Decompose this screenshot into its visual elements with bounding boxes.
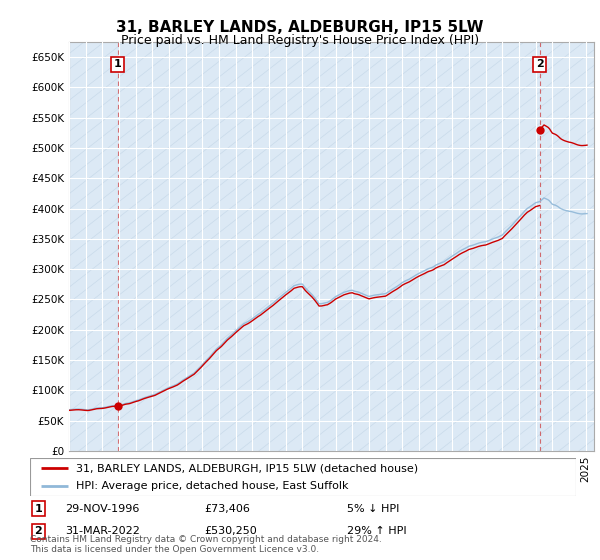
Text: 29-NOV-1996: 29-NOV-1996 [65, 503, 140, 514]
Text: Contains HM Land Registry data © Crown copyright and database right 2024.
This d: Contains HM Land Registry data © Crown c… [30, 535, 382, 554]
Text: £530,250: £530,250 [205, 526, 257, 536]
Text: 29% ↑ HPI: 29% ↑ HPI [347, 526, 406, 536]
Text: 31, BARLEY LANDS, ALDEBURGH, IP15 5LW: 31, BARLEY LANDS, ALDEBURGH, IP15 5LW [116, 20, 484, 35]
Text: 1: 1 [114, 59, 122, 69]
Text: 31, BARLEY LANDS, ALDEBURGH, IP15 5LW (detached house): 31, BARLEY LANDS, ALDEBURGH, IP15 5LW (d… [76, 463, 419, 473]
Text: HPI: Average price, detached house, East Suffolk: HPI: Average price, detached house, East… [76, 482, 349, 492]
Text: 31-MAR-2022: 31-MAR-2022 [65, 526, 140, 536]
Text: £73,406: £73,406 [205, 503, 251, 514]
Text: 1: 1 [34, 503, 42, 514]
Text: 2: 2 [536, 59, 544, 69]
Text: Price paid vs. HM Land Registry's House Price Index (HPI): Price paid vs. HM Land Registry's House … [121, 34, 479, 46]
Text: 2: 2 [34, 526, 42, 536]
Text: 5% ↓ HPI: 5% ↓ HPI [347, 503, 399, 514]
